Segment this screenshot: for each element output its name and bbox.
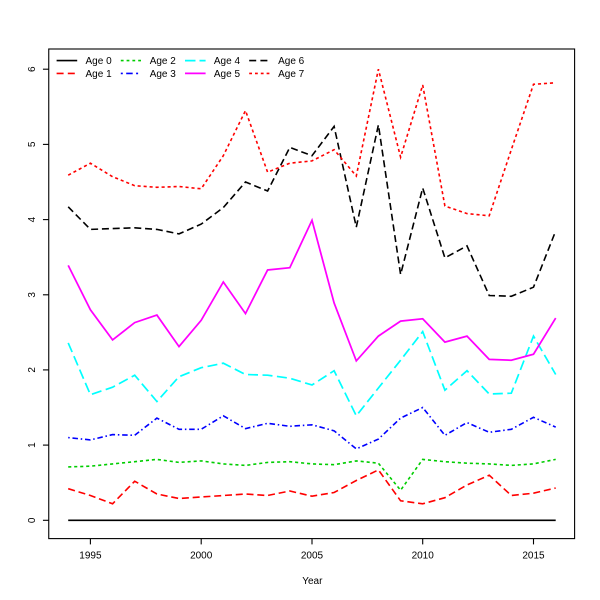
svg-text:2010: 2010 xyxy=(412,550,435,561)
svg-text:5: 5 xyxy=(27,141,38,147)
svg-text:6: 6 xyxy=(27,66,38,72)
svg-text:1: 1 xyxy=(27,442,38,448)
svg-text:Year: Year xyxy=(302,576,323,587)
svg-text:2000: 2000 xyxy=(190,550,213,561)
svg-text:Age 6: Age 6 xyxy=(278,56,305,67)
svg-text:Age 3: Age 3 xyxy=(150,69,177,80)
svg-text:Age 2: Age 2 xyxy=(150,56,177,67)
svg-text:4: 4 xyxy=(27,216,38,222)
svg-text:Age 0: Age 0 xyxy=(86,56,113,67)
svg-text:1995: 1995 xyxy=(79,550,102,561)
svg-text:Age 4: Age 4 xyxy=(214,56,241,67)
svg-text:2005: 2005 xyxy=(301,550,324,561)
svg-text:2: 2 xyxy=(27,367,38,373)
svg-text:Age 5: Age 5 xyxy=(214,69,241,80)
svg-text:0: 0 xyxy=(27,517,38,523)
svg-text:Age 7: Age 7 xyxy=(278,69,305,80)
svg-text:3: 3 xyxy=(27,292,38,298)
svg-text:2015: 2015 xyxy=(522,550,545,561)
svg-text:Age 1: Age 1 xyxy=(86,69,113,80)
